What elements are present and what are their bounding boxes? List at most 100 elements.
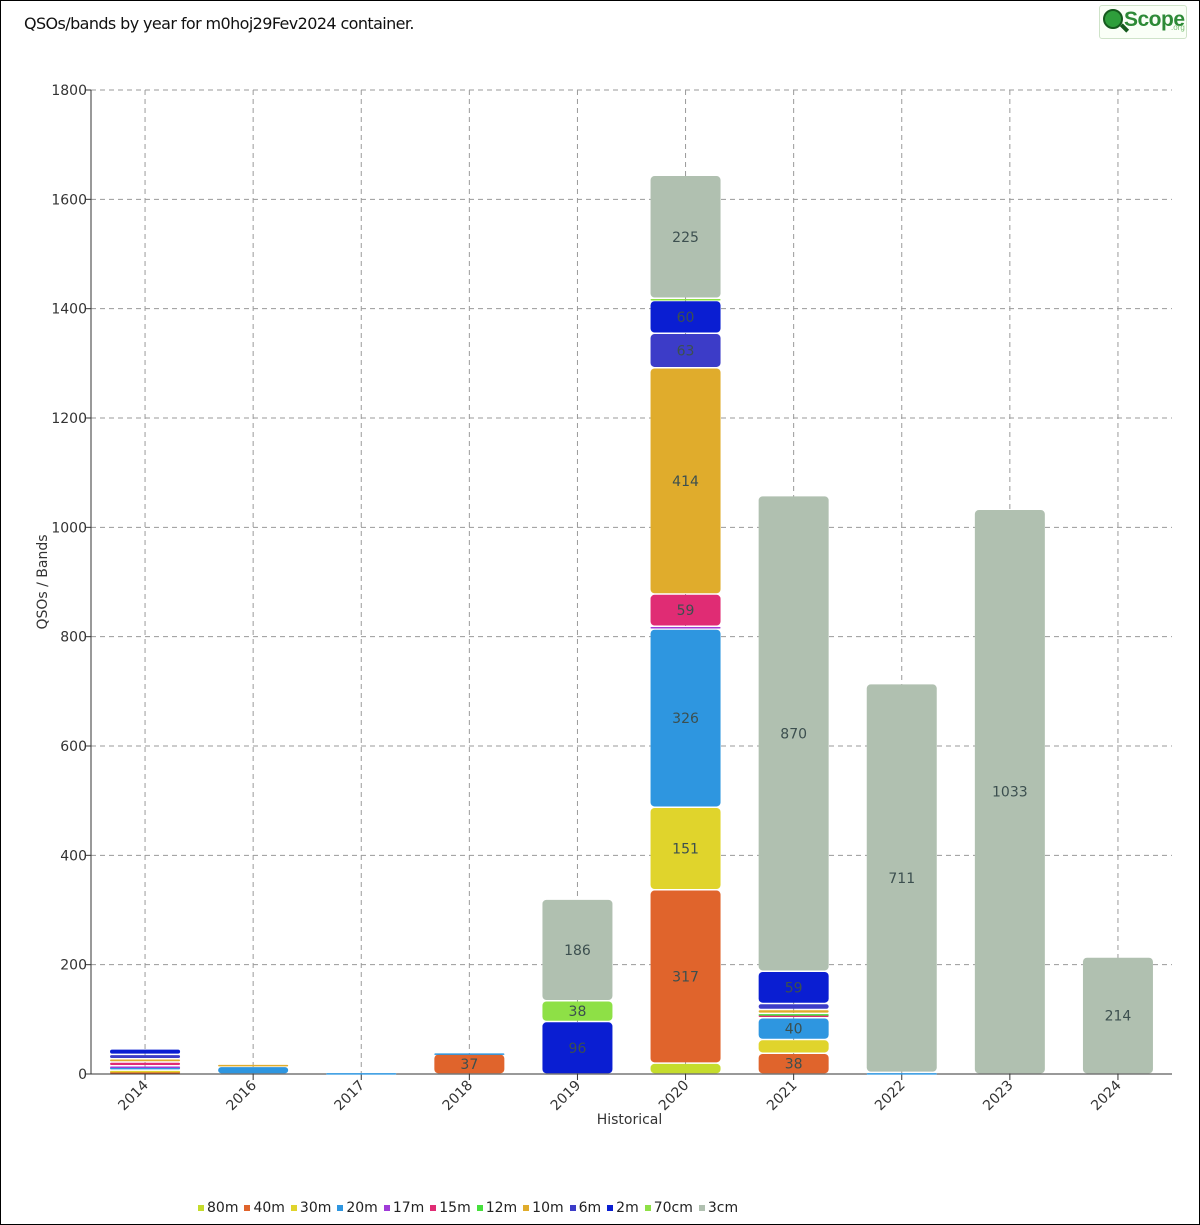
data-label: 40	[785, 1022, 803, 1038]
y-axis-label: QSOs / Bands	[35, 534, 51, 629]
x-tick-label: 2020	[656, 1078, 693, 1115]
x-tick-label: 2018	[440, 1078, 477, 1115]
data-label: 186	[564, 943, 591, 959]
data-label: 1033	[992, 785, 1028, 801]
bar-segment-15m-2021	[758, 1015, 829, 1017]
legend-item-40m: 40m	[244, 1200, 285, 1216]
data-label: 151	[672, 842, 699, 858]
legend-label: 40m	[253, 1200, 285, 1216]
y-tick-label: 600	[60, 739, 87, 755]
legend-swatch	[337, 1205, 344, 1211]
legend-label: 6m	[578, 1200, 602, 1216]
legend-item-10m: 10m	[523, 1200, 564, 1216]
bar-segment-12m-2021	[758, 1014, 829, 1016]
logo-suffix: .org	[1171, 23, 1185, 32]
bar-segment-10m-2016	[218, 1064, 289, 1067]
bar-segment-20m-2020	[650, 629, 721, 807]
bar-segment-40m-2018	[434, 1054, 505, 1074]
data-label: 870	[780, 726, 807, 742]
data-label: 326	[672, 711, 699, 727]
y-tick-label: 1000	[51, 520, 87, 536]
bar-segment-3cm-2023	[974, 510, 1045, 1074]
legend-item-17m: 17m	[383, 1200, 425, 1216]
data-label: 59	[785, 980, 803, 996]
x-axis-label: Historical	[597, 1112, 663, 1128]
bar-segment-2m-2020	[650, 301, 721, 333]
data-label: 317	[672, 969, 699, 985]
legend-item-6m: 6m	[569, 1200, 602, 1216]
legend-swatch	[523, 1205, 530, 1211]
bar-segment-3cm-2022	[866, 684, 937, 1072]
bar-segment-30m-2021	[758, 1040, 829, 1053]
magnifier-icon	[1103, 9, 1123, 29]
legend-swatch	[198, 1205, 204, 1211]
legend-label: 15m	[439, 1200, 471, 1216]
logo-text: Scope	[1124, 8, 1185, 31]
x-tick-label: 2023	[980, 1078, 1017, 1115]
legend-item-15m: 15m	[430, 1200, 471, 1216]
data-label: 214	[1105, 1009, 1132, 1025]
bar-segment-3cm-2021	[758, 496, 829, 971]
legend-item-70cm: 70cm	[644, 1200, 693, 1216]
legend-label: 17m	[392, 1200, 425, 1216]
legend-label: 20m	[346, 1200, 378, 1216]
bar-segment-17m-2014	[110, 1066, 181, 1069]
data-label: 225	[672, 230, 699, 246]
bar-segment-20m-2018	[434, 1053, 505, 1055]
bar-segment-3cm-2020	[650, 176, 721, 298]
bar-segment-17m-2020	[650, 627, 721, 629]
bar-segment-20m-2021	[758, 1018, 829, 1039]
x-tick-label: 2019	[548, 1078, 585, 1115]
y-tick-label: 1600	[51, 192, 87, 208]
legend-swatch	[383, 1205, 390, 1211]
bar-segment-10m-2021	[758, 1010, 829, 1013]
y-tick-label: 400	[60, 848, 87, 864]
legend-swatch	[430, 1205, 437, 1211]
legend-swatch	[644, 1205, 651, 1211]
legend-label: 2m	[616, 1200, 639, 1216]
bar-segment-70cm-2019	[542, 1001, 613, 1021]
data-label: 711	[888, 871, 915, 887]
y-tick-label: 1200	[51, 411, 87, 427]
legend-item-30m: 30m	[290, 1200, 332, 1216]
data-label: 96	[569, 1041, 587, 1057]
legend-swatch	[244, 1205, 251, 1211]
y-tick-label: 1400	[51, 302, 87, 318]
legend-swatch	[290, 1205, 297, 1211]
legend-label: 30m	[299, 1200, 332, 1216]
legend-item-2m: 2m	[607, 1200, 639, 1216]
bar-segment-3cm-2024	[1082, 957, 1153, 1074]
data-label: 414	[672, 474, 699, 490]
bar-segment-10m-2020	[650, 368, 721, 594]
y-tick-label: 0	[78, 1067, 87, 1083]
bar-segment-10m-2014	[110, 1059, 181, 1062]
bar-segment-2m-2021	[758, 971, 829, 1003]
legend-item-20m: 20m	[337, 1200, 378, 1216]
data-label: 38	[785, 1057, 803, 1073]
bar-segment-2m-2014	[110, 1049, 181, 1054]
qscope-logo: Scope .org	[1099, 5, 1187, 39]
bar-segment-6m-2021	[758, 1004, 829, 1009]
bar-segment-80m-2020	[650, 1063, 721, 1074]
bar-segment-40m-2020	[650, 890, 721, 1063]
legend-label: 12m	[485, 1200, 518, 1216]
y-tick-label: 800	[60, 630, 87, 646]
bar-segment-20m-2014	[110, 1067, 181, 1070]
bar-segment-40m-2021	[758, 1053, 829, 1074]
chart-title: QSOs/bands by year for m0hoj29Fev2024 co…	[24, 14, 415, 33]
legend-swatch	[698, 1205, 705, 1211]
data-label: 38	[569, 1004, 587, 1020]
legend-label: 10m	[532, 1200, 564, 1216]
legend-item-3cm: 3cm	[698, 1200, 738, 1216]
legend-swatch	[569, 1205, 576, 1211]
legend-item-12m: 12m	[476, 1200, 518, 1216]
x-tick-label: 2016	[223, 1077, 260, 1114]
y-tick-label: 1800	[51, 83, 87, 99]
x-tick-label: 2022	[872, 1078, 909, 1115]
x-tick-label: 2014	[115, 1077, 152, 1114]
bar-segment-20m-2016	[218, 1067, 289, 1074]
data-label: 37	[460, 1057, 478, 1073]
bar-segment-2m-2019	[542, 1022, 613, 1074]
bar-segment-30m-2020	[650, 807, 721, 890]
